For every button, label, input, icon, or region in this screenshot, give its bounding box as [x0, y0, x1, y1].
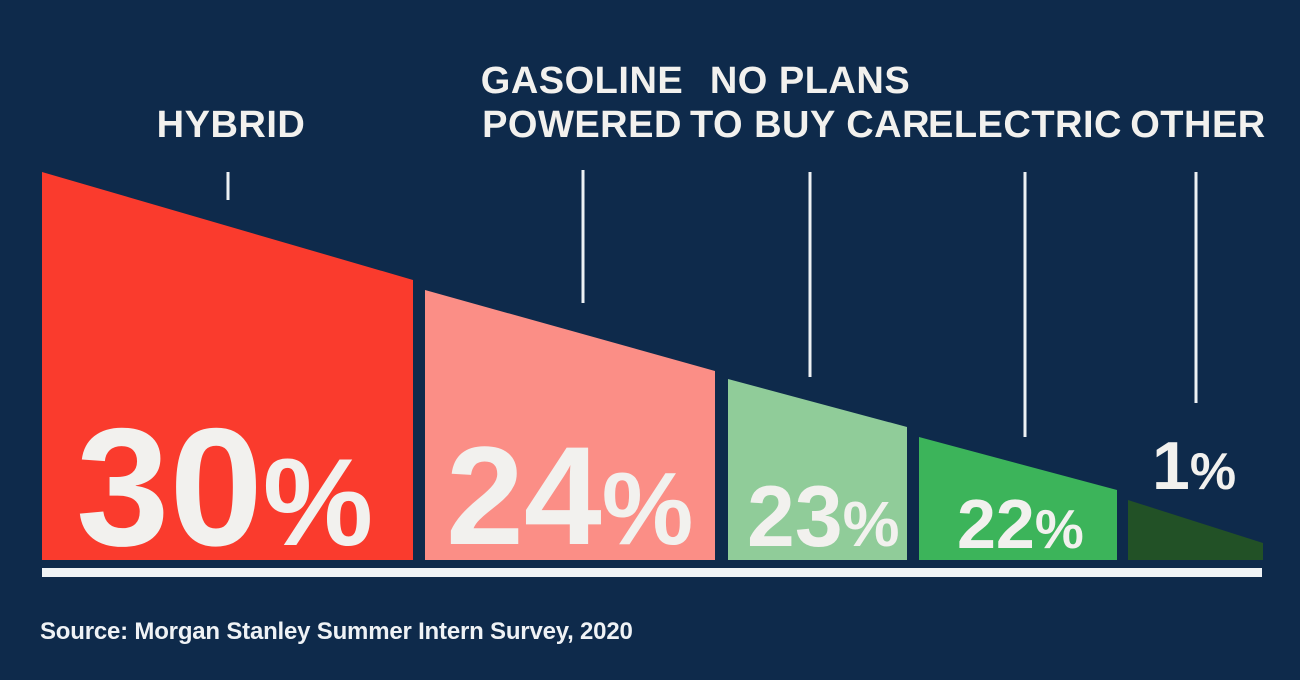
category-label-other: OTHER [1130, 103, 1266, 147]
segment-other [1128, 500, 1263, 560]
value-label-no-plans-to-buy-car: 23% [747, 474, 900, 560]
percent-sign: % [1034, 498, 1084, 560]
value-digits: 23 [747, 469, 843, 565]
value-digits: 30 [76, 393, 263, 581]
value-digits: 22 [957, 485, 1035, 563]
category-label-line: OTHER [1130, 104, 1266, 146]
percent-sign: % [842, 488, 900, 560]
category-label-hybrid: HYBRID [157, 103, 306, 147]
percent-sign: % [601, 451, 694, 566]
value-label-hybrid: 30% [76, 403, 373, 571]
category-label-no-plans-to-buy-car: NO PLANS TO BUY CAR [690, 59, 930, 147]
source-attribution: Source: Morgan Stanley Summer Intern Sur… [40, 618, 633, 645]
value-label-other: 1% [1152, 432, 1236, 500]
category-label-electric: ELECTRIC [928, 103, 1122, 147]
category-label-line: HYBRID [156, 104, 306, 146]
category-label-line: POWERED [482, 104, 682, 146]
value-label-electric: 22% [957, 489, 1084, 559]
value-digits: 1 [1152, 428, 1190, 504]
segment-gasoline-powered [425, 290, 715, 560]
segment-no-plans-to-buy-car [728, 379, 907, 560]
value-digits: 24 [446, 417, 602, 574]
category-label-line: ELECTRIC [928, 104, 1122, 146]
value-label-gasoline-powered: 24% [446, 426, 693, 566]
segment-hybrid [42, 172, 413, 560]
percent-sign: % [262, 434, 374, 572]
category-label-line: NO PLANS [709, 60, 911, 102]
category-label-gasoline-powered: GASOLINE POWERED [481, 59, 683, 147]
category-label-line: GASOLINE [480, 60, 684, 102]
segment-electric [919, 437, 1117, 560]
baseline-bar [42, 568, 1262, 577]
percent-sign: % [1189, 443, 1237, 501]
category-label-line: TO BUY CAR [689, 104, 931, 146]
